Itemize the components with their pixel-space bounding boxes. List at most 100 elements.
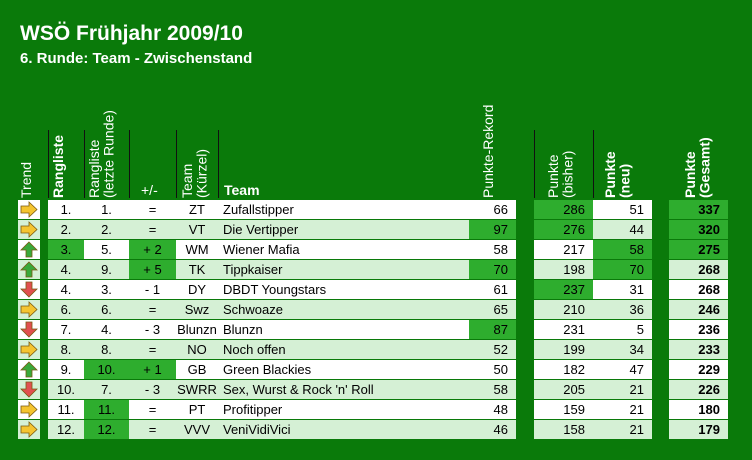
cell-prev-pts: 231 [534, 320, 593, 339]
cell-change: - 3 [129, 380, 176, 399]
trend-cell [18, 300, 40, 319]
cell-total: 268 [669, 280, 728, 299]
cell-short: SWRR [176, 380, 218, 399]
cell-short: ZT [176, 200, 218, 219]
header-rank: Rangliste [50, 134, 66, 198]
trend-cell [18, 420, 40, 439]
cell-change: = [129, 300, 176, 319]
header-divider [84, 130, 85, 198]
cell-record: 70 [469, 260, 516, 279]
cell-new-pts: 51 [593, 200, 652, 219]
table-row: 2. 2. = VT Die Vertipper 97 276 44 320 [0, 220, 752, 239]
header-divider [218, 130, 219, 198]
cell-prev: 2. [84, 220, 129, 239]
header-points-prev: Punkte (bisher) [545, 148, 576, 198]
cell-record: 65 [469, 300, 516, 319]
right-arrow-icon [20, 201, 38, 218]
cell-team: Die Vertipper [218, 220, 469, 239]
cell-new-pts: 58 [593, 240, 652, 259]
header-points-total-line1: Punkte [682, 151, 698, 198]
cell-prev: 12. [84, 420, 129, 439]
table-row: 11. 11. = PT Profitipper 48 159 21 180 [0, 400, 752, 419]
up-arrow-icon [20, 241, 38, 258]
cell-record: 97 [469, 220, 516, 239]
cell-team: Tippkaiser [218, 260, 469, 279]
cell-team: Zufallstipper [218, 200, 469, 219]
cell-prev: 10. [84, 360, 129, 379]
cell-change: = [129, 220, 176, 239]
cell-record: 58 [469, 380, 516, 399]
header-divider [176, 130, 177, 198]
cell-short: Blunzn [176, 320, 218, 339]
cell-short: DY [176, 280, 218, 299]
cell-rank: 12. [48, 420, 84, 439]
header-prev-rank-line2: (letzte Runde) [100, 110, 117, 198]
cell-prev: 4. [84, 320, 129, 339]
trend-cell [18, 260, 40, 279]
cell-prev: 11. [84, 400, 129, 419]
cell-prev: 1. [84, 200, 129, 219]
cell-new-pts: 34 [593, 340, 652, 359]
header-points-prev-line2: (bisher) [559, 150, 576, 198]
cell-rank: 6. [48, 300, 84, 319]
cell-new-pts: 31 [593, 280, 652, 299]
table-row: 8. 8. = NO Noch offen 52 199 34 233 [0, 340, 752, 359]
down-arrow-icon [20, 381, 38, 398]
cell-total: 236 [669, 320, 728, 339]
cell-prev: 9. [84, 260, 129, 279]
cell-short: Swz [176, 300, 218, 319]
cell-team: Wiener Mafia [218, 240, 469, 259]
cell-prev-pts: 158 [534, 420, 593, 439]
header-points-new-line2: (neu) [616, 163, 633, 198]
cell-short: VT [176, 220, 218, 239]
cell-team: Sex, Wurst & Rock 'n' Roll [218, 380, 469, 399]
cell-team: Noch offen [218, 340, 469, 359]
cell-rank: 8. [48, 340, 84, 359]
cell-prev-pts: 276 [534, 220, 593, 239]
cell-record: 58 [469, 240, 516, 259]
cell-change: = [129, 420, 176, 439]
header-divider [129, 130, 130, 198]
header-team-short: Team (Kürzel) [179, 138, 210, 198]
up-arrow-icon [20, 361, 38, 378]
cell-record: 50 [469, 360, 516, 379]
cell-change: = [129, 340, 176, 359]
cell-short: PT [176, 400, 218, 419]
cell-total: 233 [669, 340, 728, 359]
cell-prev: 7. [84, 380, 129, 399]
cell-change: + 2 [129, 240, 176, 259]
header-divider [593, 130, 594, 198]
header-points-total-line2: (Gesamt) [696, 137, 713, 198]
cell-prev: 5. [84, 240, 129, 259]
cell-prev-pts: 159 [534, 400, 593, 419]
cell-prev-pts: 217 [534, 240, 593, 259]
cell-prev-pts: 205 [534, 380, 593, 399]
header-points-new: Punkte (neu) [602, 148, 633, 198]
cell-rank: 11. [48, 400, 84, 419]
header-trend: Trend [18, 161, 34, 198]
header-team-short-line2: (Kürzel) [193, 148, 210, 198]
cell-change: - 3 [129, 320, 176, 339]
header-divider [48, 130, 49, 198]
cell-record: 87 [469, 320, 516, 339]
cell-rank: 1. [48, 200, 84, 219]
cell-new-pts: 21 [593, 400, 652, 419]
table-row: 9. 10. + 1 GB Green Blackies 50 182 47 229 [0, 360, 752, 379]
cell-change: + 5 [129, 260, 176, 279]
cell-new-pts: 44 [593, 220, 652, 239]
cell-total: 320 [669, 220, 728, 239]
cell-rank: 4. [48, 280, 84, 299]
cell-rank: 9. [48, 360, 84, 379]
cell-new-pts: 36 [593, 300, 652, 319]
header-points-new-line1: Punkte [602, 151, 618, 198]
table-row: 3. 5. + 2 WM Wiener Mafia 58 217 58 275 [0, 240, 752, 259]
trend-cell [18, 320, 40, 339]
up-arrow-icon [20, 261, 38, 278]
table-row: 4. 9. + 5 TK Tippkaiser 70 198 70 268 [0, 260, 752, 279]
cell-team: Schwoaze [218, 300, 469, 319]
header-divider [534, 130, 535, 198]
cell-total: 180 [669, 400, 728, 419]
table-row: 12. 12. = VVV VeniVidiVici 46 158 21 179 [0, 420, 752, 439]
cell-total: 275 [669, 240, 728, 259]
cell-total: 179 [669, 420, 728, 439]
